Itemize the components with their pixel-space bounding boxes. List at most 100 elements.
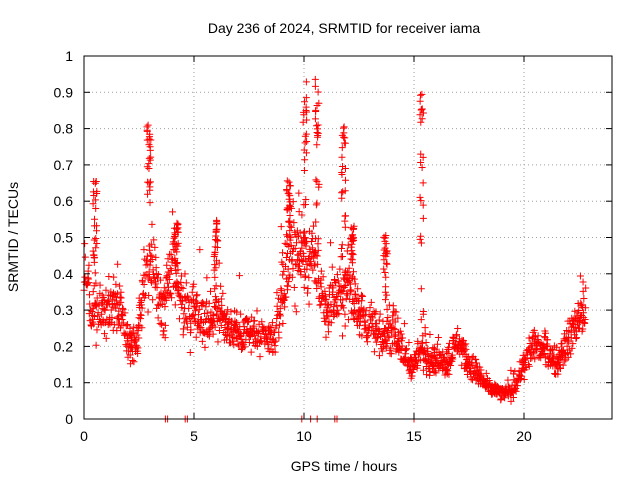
data-point: [198, 337, 206, 345]
data-point: [177, 272, 185, 280]
data-point: [280, 267, 288, 275]
data-point: [193, 291, 201, 299]
data-point: [221, 330, 229, 338]
data-point: [124, 321, 132, 329]
data-point: [143, 163, 151, 171]
data-point: [295, 189, 303, 197]
data-point: [419, 109, 427, 117]
data-point: [92, 244, 100, 252]
x-axis-label: GPS time / hours: [291, 458, 398, 474]
data-point: [153, 284, 161, 292]
data-point: [576, 272, 584, 280]
data-point: [549, 346, 557, 354]
data-point: [416, 97, 424, 105]
data-point: [93, 326, 101, 334]
data-point: [334, 306, 342, 314]
data-point: [188, 288, 196, 296]
data-point: [571, 307, 579, 315]
data-point: [340, 123, 348, 131]
data-point: [314, 121, 322, 129]
data-point: [223, 336, 231, 344]
data-point: [150, 273, 158, 281]
data-point: [283, 241, 291, 249]
data-point: [147, 251, 155, 259]
data-point: [312, 251, 320, 259]
data-point: [301, 156, 309, 164]
data-point: [372, 308, 380, 316]
x-tick-label: 5: [190, 428, 198, 444]
data-point: [419, 308, 427, 316]
data-point: [92, 234, 100, 242]
data-point: [93, 294, 101, 302]
data-point: [398, 342, 406, 350]
data-point: [115, 300, 123, 308]
data-point: [253, 329, 261, 337]
y-tick-label: 0.2: [54, 338, 74, 354]
data-point: [520, 375, 528, 383]
y-tick-label: 0.8: [54, 121, 74, 137]
data-point: [272, 322, 280, 330]
data-point: [530, 333, 538, 341]
data-points: [80, 75, 590, 423]
data-point: [286, 182, 294, 190]
data-point: [195, 305, 203, 313]
data-point: [364, 332, 372, 340]
data-point: [524, 360, 532, 368]
data-point: [129, 329, 137, 337]
data-point: [107, 306, 115, 314]
y-tick-label: 0.5: [54, 230, 74, 246]
data-point: [382, 283, 390, 291]
data-point: [383, 305, 391, 313]
data-point: [336, 265, 344, 273]
data-point: [187, 326, 195, 334]
data-point: [341, 134, 349, 142]
data-point: [313, 285, 321, 293]
data-point: [285, 218, 293, 226]
data-point: [419, 214, 427, 222]
data-point: [417, 239, 425, 247]
data-point: [96, 281, 104, 289]
data-point: [192, 333, 200, 341]
data-point: [241, 343, 249, 351]
data-point: [119, 304, 126, 312]
data-point: [126, 324, 134, 332]
data-point: [166, 250, 174, 258]
data-point: [472, 359, 480, 367]
data-point: [513, 382, 521, 390]
data-point: [145, 179, 153, 187]
data-point: [295, 232, 302, 240]
data-point: [286, 201, 294, 209]
data-point: [569, 340, 577, 348]
data-point: [115, 315, 123, 323]
data-point: [113, 327, 121, 335]
data-point: [135, 334, 143, 342]
data-point: [108, 314, 116, 322]
data-point: [211, 251, 219, 259]
data-point: [335, 310, 343, 318]
data-point: [93, 240, 101, 247]
data-point: [365, 326, 373, 334]
y-tick-label: 0.6: [54, 193, 74, 209]
data-point: [167, 251, 175, 259]
data-point: [302, 272, 310, 280]
data-point: [375, 316, 383, 324]
data-point: [81, 253, 89, 261]
data-point: [507, 397, 515, 405]
data-point: [380, 256, 388, 264]
data-point: [303, 138, 311, 146]
data-point: [145, 154, 153, 162]
data-point: [582, 284, 590, 292]
data-point: [522, 356, 530, 364]
data-point: [564, 336, 572, 344]
data-point: [148, 256, 156, 264]
data-point: [281, 303, 289, 311]
data-point: [232, 318, 240, 326]
data-point: [300, 229, 308, 237]
data-point: [315, 183, 323, 191]
data-point: [299, 249, 307, 257]
data-point: [93, 227, 101, 235]
data-point: [106, 320, 114, 328]
data-point: [341, 322, 349, 330]
data-point: [292, 308, 300, 316]
data-point: [217, 295, 225, 303]
